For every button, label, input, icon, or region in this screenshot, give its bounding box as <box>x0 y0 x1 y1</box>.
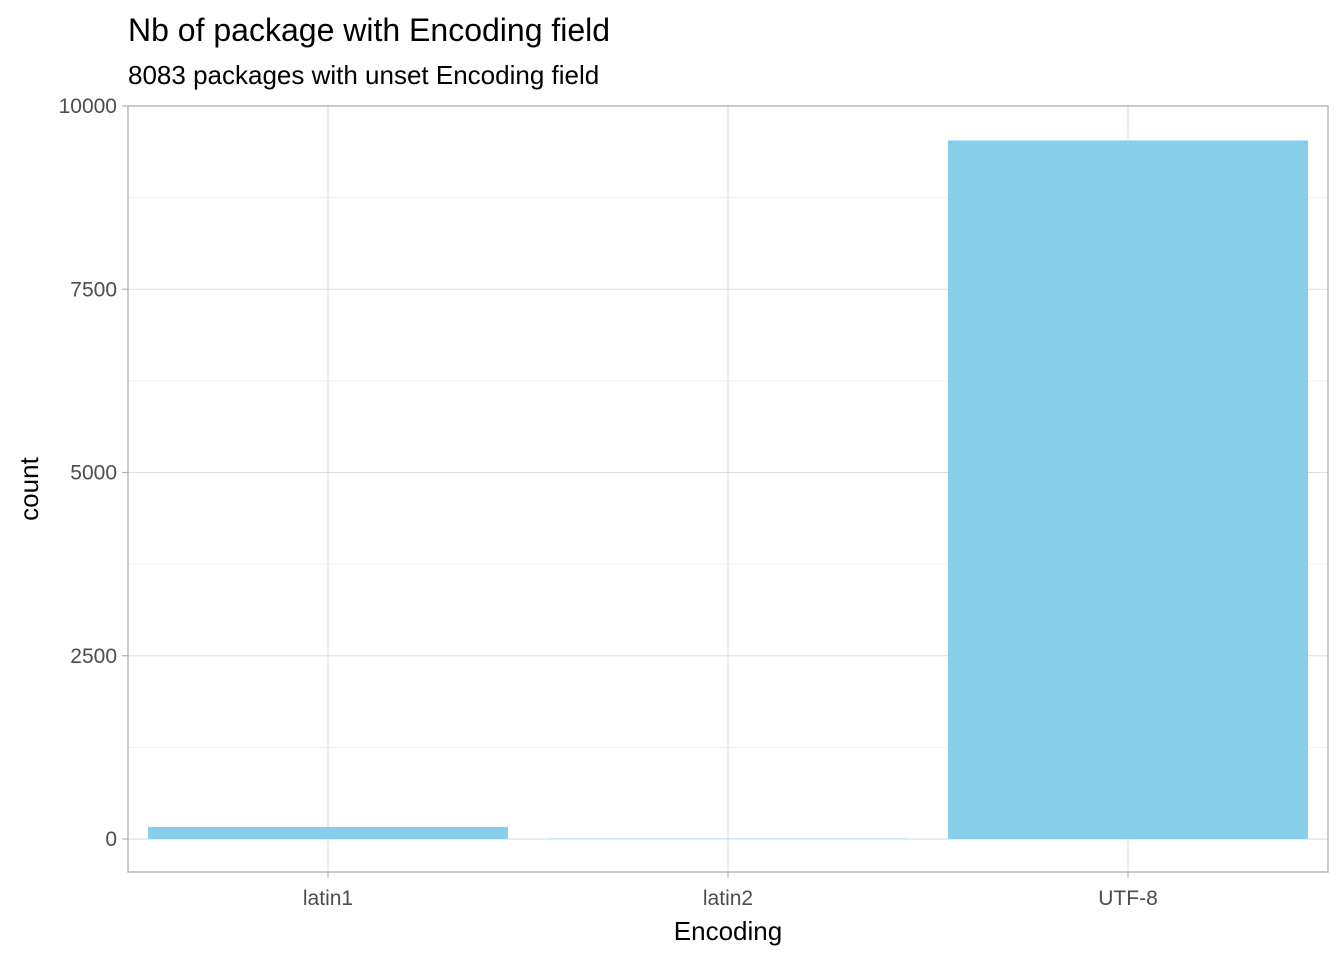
x-tick-label: latin1 <box>303 887 353 910</box>
chart-title: Nb of package with Encoding field <box>128 12 610 48</box>
bar-utf-8 <box>948 140 1308 840</box>
y-tick-label: 7500 <box>70 278 117 301</box>
chart-subtitle: 8083 packages with unset Encoding field <box>128 60 599 90</box>
y-tick-label: 5000 <box>70 462 117 485</box>
y-axis-ticks: 0 2500 5000 7500 10000 <box>59 95 128 851</box>
y-tick-label: 10000 <box>59 95 117 118</box>
y-tick-label: 2500 <box>70 645 117 668</box>
x-axis-ticks: latin1 latin2 UTF-8 <box>303 872 1158 910</box>
bar-latin1 <box>148 826 508 840</box>
x-tick-label: latin2 <box>703 887 753 910</box>
y-tick-label: 0 <box>105 828 117 851</box>
x-tick-label: UTF-8 <box>1098 887 1158 910</box>
x-axis-title: Encoding <box>674 916 782 946</box>
bars <box>148 140 1308 840</box>
y-axis-title: count <box>14 456 44 520</box>
